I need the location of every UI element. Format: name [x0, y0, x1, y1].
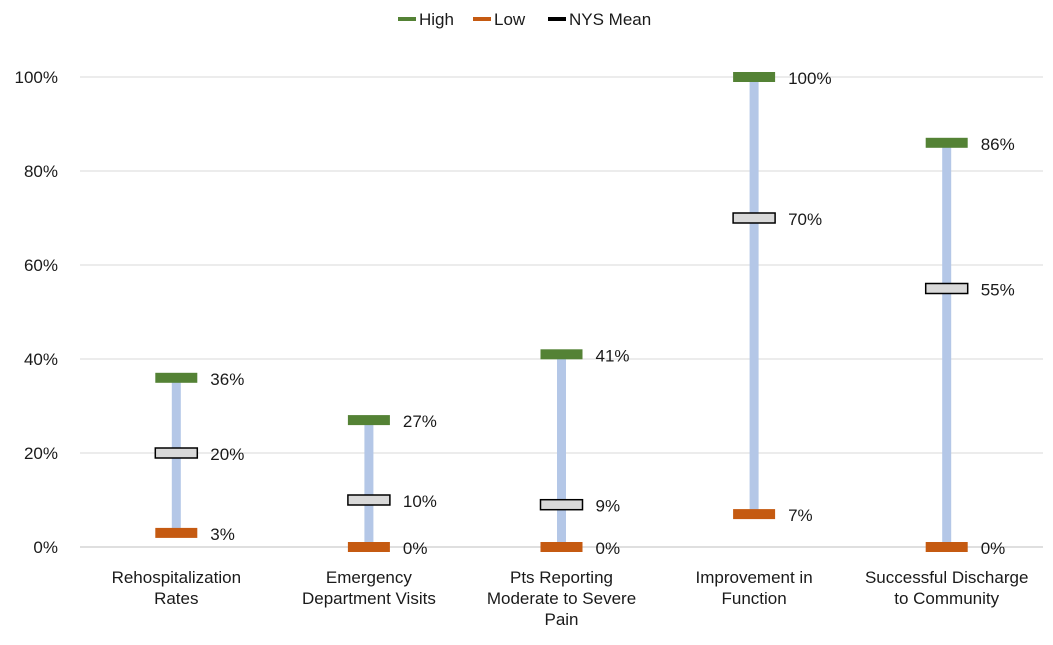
mean-marker — [924, 282, 969, 295]
legend-label: High — [419, 10, 454, 29]
category-label-line: Improvement in — [696, 568, 813, 587]
low-marker — [347, 542, 390, 552]
high-data-label: 41% — [596, 346, 630, 365]
category-label-line: Department Visits — [302, 589, 436, 608]
y-tick-label: 40% — [24, 350, 58, 369]
category-label-line: Pts Reporting — [510, 568, 613, 587]
y-tick-label: 100% — [15, 68, 58, 87]
high-marker — [347, 415, 390, 426]
y-tick-label: 60% — [24, 256, 58, 275]
legend-item: High — [398, 10, 454, 29]
category-label-line: Rehospitalization — [112, 568, 241, 587]
category-label-line: Rates — [154, 589, 198, 608]
low-data-label: 0% — [596, 539, 621, 558]
low-data-label: 7% — [788, 506, 813, 525]
legend-item: Low — [473, 10, 526, 29]
high-data-label: 36% — [210, 370, 244, 389]
category-label: Pts Reporting Moderate to Severe Pain — [487, 568, 636, 629]
category-label-line: Pain — [544, 610, 578, 629]
category-label: Improvement in Function — [696, 568, 813, 608]
range-bar — [557, 354, 566, 547]
category-label: Successful Discharge to Community — [865, 568, 1028, 608]
mean-marker — [539, 498, 584, 511]
legend-swatch — [398, 17, 416, 21]
range-bar — [749, 77, 759, 515]
low-marker — [733, 509, 776, 520]
legend-label: NYS Mean — [569, 10, 651, 29]
range-bar — [364, 420, 374, 547]
high-data-label: 27% — [403, 412, 437, 431]
y-tick-label: 20% — [24, 444, 58, 463]
mean-data-label: 20% — [210, 445, 244, 464]
x-axis: Rehospitalization Rates Emergency Departmen… — [112, 568, 1029, 629]
mean-data-label: 9% — [596, 497, 621, 516]
legend: High Low NYS Mean — [398, 10, 651, 29]
legend-item: NYS Mean — [548, 10, 651, 29]
y-tick-label: 0% — [33, 538, 58, 557]
high-marker — [540, 349, 583, 360]
mean-marker — [347, 494, 391, 506]
range-bar — [942, 142, 952, 548]
low-data-label: 0% — [403, 539, 428, 558]
high-marker — [733, 72, 776, 82]
legend-swatch — [473, 17, 491, 21]
category-label-line: Function — [721, 589, 786, 608]
category-label: Rehospitalization Rates — [112, 568, 241, 608]
high-marker — [925, 137, 968, 148]
category-label-line: Emergency — [326, 568, 412, 587]
plot-area: 3% 36% 20% 0% 27% 10% 0% 41% 9% 7% 100% 70% 0% 86% 55% — [154, 69, 1015, 558]
low-marker — [540, 542, 583, 552]
low-marker — [155, 527, 198, 538]
category-label-line: Moderate to Severe — [487, 589, 636, 608]
mean-marker — [732, 212, 776, 224]
high-data-label: 86% — [981, 135, 1015, 154]
legend-label: Low — [494, 10, 526, 29]
category-label: Emergency Department Visits — [302, 568, 436, 608]
mean-data-label: 70% — [788, 210, 822, 229]
y-axis: 0% 20% 40% 60% 80% 100% — [15, 68, 58, 557]
legend-swatch — [548, 17, 566, 21]
category-label-line: to Community — [894, 589, 999, 608]
y-tick-label: 80% — [24, 162, 58, 181]
mean-data-label: 10% — [403, 492, 437, 511]
low-data-label: 3% — [210, 525, 235, 544]
mean-marker — [154, 447, 199, 459]
high-data-label: 100% — [788, 69, 831, 88]
low-data-label: 0% — [981, 539, 1006, 558]
mean-data-label: 55% — [981, 281, 1015, 300]
low-marker — [925, 542, 968, 552]
high-marker — [155, 372, 198, 383]
category-label-line: Successful Discharge — [865, 568, 1028, 587]
